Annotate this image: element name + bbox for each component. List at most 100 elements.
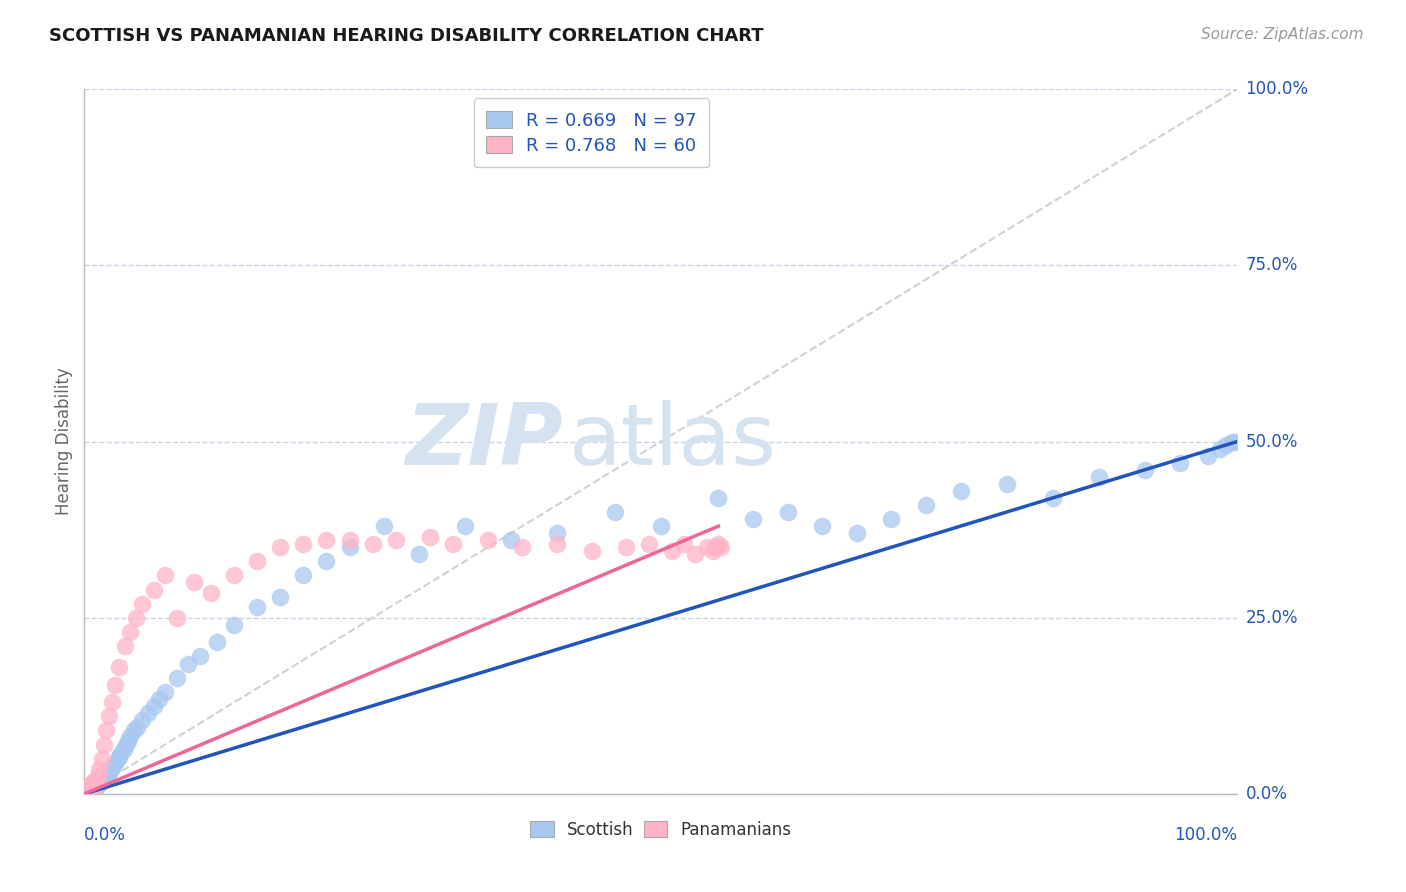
Point [103,758,124,772]
Text: atlas: atlas [568,400,776,483]
Point [166,610,188,624]
Point [153,684,176,698]
Point [86,778,108,792]
Point [84,780,107,794]
Text: 50.0%: 50.0% [1246,433,1298,450]
Point [880,512,903,526]
Point [84,776,107,790]
Point [83,780,105,795]
Point [96,767,118,781]
Point [177,657,200,671]
Point [80,781,103,796]
Point [79,784,101,798]
Point [742,512,765,526]
Text: 75.0%: 75.0% [1246,256,1298,275]
Point [1198,449,1220,463]
Point [84,779,107,793]
Point [83,780,105,794]
Point [1042,491,1064,505]
Point [76,785,98,799]
Point [79,783,101,797]
Point [650,519,672,533]
Point [97,765,120,780]
Point [80,782,103,797]
Point [87,778,110,792]
Point [1215,438,1237,452]
Text: 100.0%: 100.0% [1174,826,1237,844]
Point [1168,456,1191,470]
Point [75,786,97,800]
Point [101,695,124,709]
Point [603,505,626,519]
Point [90,751,112,765]
Text: 25.0%: 25.0% [1246,608,1298,627]
Text: 0.0%: 0.0% [1246,785,1288,803]
Point [82,781,104,796]
Point [75,785,97,799]
Point [685,547,707,561]
Point [269,541,291,555]
Point [477,533,499,548]
Point [79,780,101,795]
Point [707,537,730,551]
Point [546,537,568,551]
Y-axis label: Hearing Disability: Hearing Disability [55,368,73,516]
Point [696,541,718,555]
Point [845,526,868,541]
Point [454,519,477,533]
Point [105,753,128,767]
Point [76,785,98,799]
Point [98,764,121,778]
Point [96,768,118,782]
Point [148,691,170,706]
Point [183,575,205,590]
Point [441,537,464,551]
Point [1088,469,1111,483]
Point [339,533,361,548]
Point [76,785,98,799]
Point [188,649,211,664]
Point [96,723,118,738]
Point [704,541,727,555]
Point [77,783,100,797]
Point [76,785,98,799]
Point [315,554,337,568]
Point [80,783,103,797]
Point [114,639,136,653]
Point [90,773,112,788]
Point [949,483,972,498]
Point [419,530,441,544]
Point [75,785,97,799]
Point [80,782,103,797]
Point [108,660,131,674]
Point [115,738,138,752]
Point [614,541,637,555]
Point [1223,434,1246,449]
Point [77,785,100,799]
Point [131,597,153,611]
Point [110,746,132,760]
Point [811,519,834,533]
Point [94,770,117,784]
Point [83,779,105,793]
Point [122,723,145,738]
Point [117,734,139,748]
Point [1220,434,1243,449]
Point [499,533,522,548]
Point [224,617,246,632]
Point [915,498,938,512]
Point [1133,463,1156,477]
Point [120,729,142,743]
Text: ZIP: ZIP [405,400,562,483]
Point [153,568,176,582]
Point [315,533,337,548]
Point [83,780,105,794]
Point [91,772,114,787]
Point [77,781,100,796]
Point [269,590,291,604]
Point [205,635,228,649]
Point [83,780,105,795]
Point [104,678,127,692]
Point [93,772,115,786]
Point [101,760,124,774]
